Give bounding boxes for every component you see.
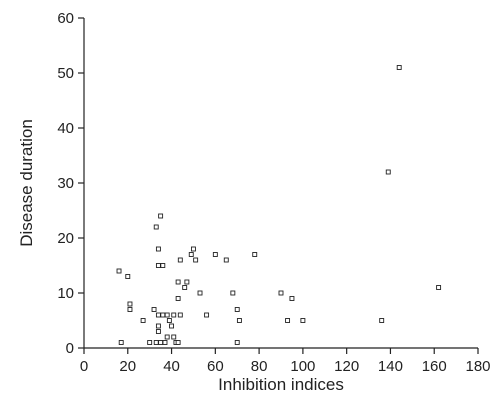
data-point bbox=[155, 329, 161, 334]
data-point bbox=[140, 318, 146, 323]
data-points bbox=[116, 65, 442, 345]
x-tick-label: 0 bbox=[80, 358, 88, 375]
x-tick-label: 80 bbox=[251, 358, 268, 375]
data-point bbox=[127, 301, 133, 307]
data-point bbox=[162, 340, 168, 345]
data-point bbox=[155, 263, 161, 268]
x-tick-label: 180 bbox=[465, 358, 490, 375]
data-point bbox=[177, 312, 183, 318]
data-point bbox=[116, 268, 122, 274]
data-point bbox=[197, 290, 203, 296]
data-point bbox=[234, 307, 240, 312]
data-point bbox=[252, 252, 258, 257]
x-axis-ticks: 0 20 40 60 80 100 120 140 160 180 bbox=[80, 348, 491, 375]
y-tick-label: 20 bbox=[57, 230, 74, 247]
data-point bbox=[175, 296, 181, 301]
data-point bbox=[171, 312, 177, 318]
y-axis-ticks: 0 10 20 30 40 50 60 bbox=[57, 10, 84, 357]
data-point bbox=[158, 213, 164, 219]
data-point bbox=[155, 312, 161, 318]
data-point bbox=[300, 318, 306, 323]
x-tick-label: 120 bbox=[334, 358, 359, 375]
data-point bbox=[151, 307, 157, 312]
data-point bbox=[188, 252, 194, 257]
data-point bbox=[234, 340, 240, 345]
data-point bbox=[396, 65, 402, 70]
data-point bbox=[166, 318, 172, 323]
y-tick-label: 10 bbox=[57, 285, 74, 302]
data-point bbox=[436, 285, 442, 290]
x-tick-label: 40 bbox=[163, 358, 180, 375]
data-point bbox=[190, 246, 196, 252]
data-point bbox=[164, 334, 170, 340]
x-tick-label: 160 bbox=[422, 358, 447, 375]
data-point bbox=[285, 318, 291, 323]
data-point bbox=[175, 340, 181, 345]
data-point bbox=[153, 340, 159, 345]
data-point bbox=[125, 274, 131, 279]
y-axis-label: Disease duration bbox=[17, 119, 36, 247]
axes bbox=[83, 18, 478, 349]
data-point bbox=[147, 340, 153, 345]
data-point bbox=[158, 340, 164, 345]
data-point bbox=[164, 312, 170, 318]
data-point bbox=[204, 312, 210, 318]
data-point bbox=[127, 307, 133, 312]
y-tick-label: 40 bbox=[57, 120, 74, 137]
data-point bbox=[160, 312, 166, 318]
data-point bbox=[223, 257, 229, 263]
y-tick-label: 60 bbox=[57, 10, 74, 27]
data-point bbox=[182, 285, 188, 290]
x-axis-label: Inhibition indices bbox=[218, 375, 344, 394]
data-point bbox=[160, 263, 166, 268]
data-point bbox=[212, 252, 218, 257]
data-point bbox=[169, 323, 175, 329]
data-point bbox=[379, 318, 385, 323]
y-tick-label: 30 bbox=[57, 175, 74, 192]
x-tick-label: 60 bbox=[207, 358, 224, 375]
x-tick-label: 100 bbox=[290, 358, 315, 375]
data-point bbox=[193, 257, 199, 263]
y-tick-label: 0 bbox=[66, 340, 74, 357]
data-point bbox=[175, 279, 181, 285]
data-point bbox=[155, 323, 161, 329]
data-point bbox=[184, 279, 190, 285]
data-point bbox=[171, 334, 177, 340]
data-point bbox=[278, 290, 284, 296]
data-point bbox=[385, 169, 391, 175]
data-point bbox=[155, 246, 161, 252]
x-tick-label: 20 bbox=[119, 358, 136, 375]
x-tick-label: 140 bbox=[378, 358, 403, 375]
data-point bbox=[177, 257, 183, 263]
data-point bbox=[153, 224, 159, 230]
data-point bbox=[118, 340, 124, 345]
data-point bbox=[230, 290, 236, 296]
data-point bbox=[236, 318, 242, 323]
y-tick-label: 50 bbox=[57, 65, 74, 82]
data-point bbox=[289, 296, 295, 301]
